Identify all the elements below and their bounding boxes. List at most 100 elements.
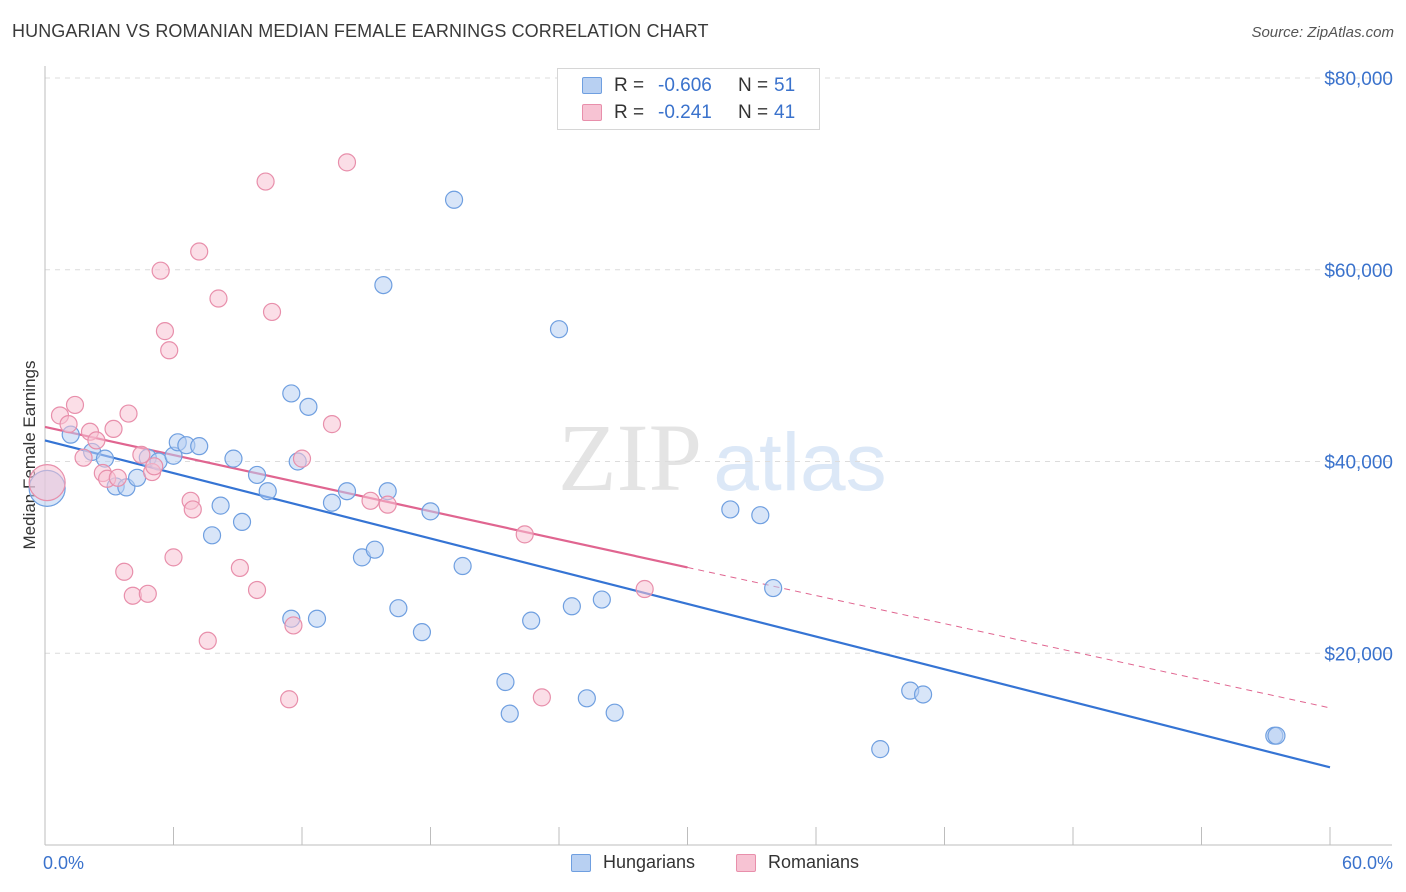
- point-hungarians: [453, 556, 472, 576]
- point-hungarians: [721, 500, 740, 519]
- legend-swatch-romanians: [582, 104, 602, 121]
- trend-line-hungarians: [44, 439, 1331, 769]
- legend-label-romanians: Romanians: [768, 852, 860, 872]
- point-hungarians: [190, 437, 209, 456]
- watermark: ZIP atlas: [558, 404, 887, 511]
- point-romanians: [74, 448, 93, 467]
- legend-n-label: N =: [738, 75, 769, 96]
- point-romanians: [160, 341, 179, 360]
- point-hungarians: [751, 506, 770, 525]
- point-romanians: [151, 261, 170, 280]
- point-hungarians: [500, 704, 519, 723]
- chart-source: Source: ZipAtlas.com: [1251, 24, 1394, 41]
- point-hungarians: [224, 449, 243, 468]
- point-romanians: [115, 562, 134, 581]
- point-romanians: [337, 153, 357, 172]
- point-romanians: [65, 395, 85, 415]
- x-tick-label: 0.0%: [43, 853, 84, 873]
- point-romanians: [28, 463, 66, 502]
- point-romanians: [532, 688, 551, 707]
- chart-title: HUNGARIAN VS ROMANIAN MEDIAN FEMALE EARN…: [12, 21, 709, 41]
- point-hungarians: [522, 611, 541, 630]
- trend-line-extension-romanians: [687, 566, 1331, 709]
- point-romanians: [155, 322, 175, 341]
- point-romanians: [361, 491, 380, 510]
- point-hungarians: [549, 320, 569, 339]
- point-hungarians: [322, 493, 342, 512]
- point-romanians: [284, 616, 303, 635]
- point-hungarians: [421, 502, 440, 521]
- legend-swatch-hungarians: [582, 77, 602, 94]
- point-romanians: [108, 468, 127, 487]
- point-hungarians: [562, 597, 581, 616]
- point-romanians: [230, 558, 249, 578]
- legend-r-value: -0.241: [658, 102, 712, 123]
- point-romanians: [247, 580, 267, 600]
- point-romanians: [123, 586, 142, 605]
- point-hungarians: [258, 482, 277, 501]
- point-romanians: [183, 500, 202, 519]
- point-hungarians: [389, 599, 408, 618]
- point-romanians: [378, 495, 397, 514]
- point-hungarians: [202, 526, 222, 545]
- y-tick-label: $60,000: [1324, 261, 1393, 282]
- point-hungarians: [764, 578, 783, 598]
- point-hungarians: [605, 703, 624, 722]
- point-romanians: [145, 457, 164, 476]
- y-tick-label: $40,000: [1324, 453, 1393, 474]
- x-tick-label: 60.0%: [1342, 853, 1393, 873]
- watermark-zip: ZIP: [558, 404, 702, 511]
- point-hungarians: [871, 740, 890, 759]
- point-romanians: [209, 289, 228, 308]
- data-points: [28, 153, 1286, 759]
- point-romanians: [198, 631, 217, 650]
- point-romanians: [59, 415, 78, 434]
- legend-row-romanians: R = -0.241 N = 41: [558, 100, 819, 126]
- correlation-legend: R = -0.606 N = 51 R = -0.241 N = 41: [557, 68, 820, 130]
- point-hungarians: [444, 190, 464, 209]
- point-romanians: [104, 419, 123, 439]
- point-romanians: [262, 302, 282, 322]
- point-romanians: [190, 242, 209, 261]
- point-romanians: [515, 525, 534, 544]
- point-romanians: [119, 404, 138, 423]
- point-hungarians: [496, 672, 515, 692]
- tick-labels: $20,000 $40,000 $60,000 $80,000 0.0% 60.0%: [43, 69, 1393, 873]
- legend-n-label: N =: [738, 102, 769, 123]
- watermark-atlas: atlas: [713, 417, 886, 508]
- point-hungarians: [299, 397, 318, 416]
- point-romanians: [292, 449, 312, 468]
- point-romanians: [132, 445, 151, 464]
- point-romanians: [280, 690, 299, 709]
- point-hungarians: [412, 623, 432, 642]
- y-tick-label: $80,000: [1324, 69, 1393, 90]
- point-romanians: [138, 584, 157, 603]
- point-romanians: [164, 548, 183, 567]
- point-hungarians: [211, 496, 230, 515]
- point-hungarians: [592, 590, 611, 609]
- point-hungarians: [282, 384, 301, 403]
- point-hungarians: [374, 275, 393, 295]
- point-hungarians: [307, 609, 327, 628]
- point-romanians: [87, 431, 106, 450]
- point-romanians: [322, 415, 342, 434]
- point-hungarians: [247, 465, 267, 485]
- axes: [44, 66, 1392, 846]
- point-romanians: [256, 172, 275, 191]
- legend-row-hungarians: R = -0.606 N = 51: [558, 73, 819, 99]
- legend-n-value: 41: [774, 102, 796, 123]
- legend-r-label: R =: [614, 75, 645, 96]
- legend-label-hungarians: Hungarians: [603, 852, 696, 872]
- legend-swatch-romanians: [736, 854, 756, 872]
- legend-n-value: 51: [774, 75, 796, 96]
- legend-swatch-hungarians: [571, 854, 591, 872]
- point-hungarians: [577, 689, 596, 708]
- point-hungarians: [913, 685, 933, 704]
- point-hungarians: [365, 540, 384, 559]
- point-hungarians: [1267, 726, 1286, 745]
- point-hungarians: [232, 512, 252, 532]
- legend-r-value: -0.606: [658, 75, 712, 96]
- y-tick-label: $20,000: [1324, 644, 1393, 665]
- point-hungarians: [337, 482, 357, 501]
